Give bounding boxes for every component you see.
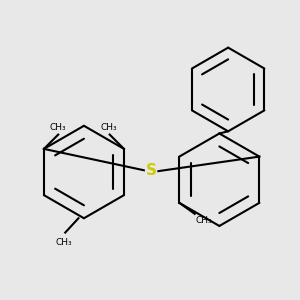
Text: S: S — [146, 164, 157, 178]
Text: CH₃: CH₃ — [100, 123, 117, 132]
Text: CH₃: CH₃ — [56, 238, 72, 247]
Text: CH₃: CH₃ — [50, 123, 67, 132]
Text: CH₃: CH₃ — [196, 216, 212, 225]
